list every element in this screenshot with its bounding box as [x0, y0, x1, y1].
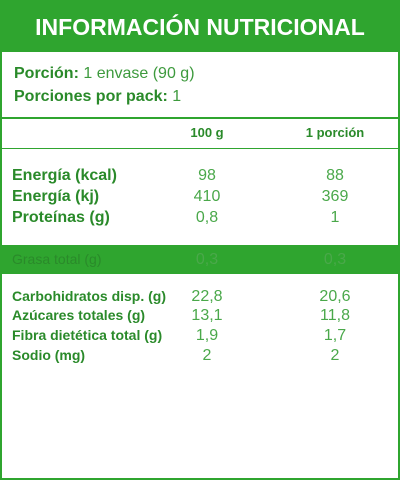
- column-header: 1 porción: [305, 125, 365, 140]
- row-label: Energía (kcal): [12, 167, 117, 184]
- row-value: 11,8: [320, 307, 350, 324]
- row-value: 1,7: [323, 327, 347, 344]
- row-label: Azúcares totales (g): [12, 307, 146, 323]
- row-value: 22,8: [191, 288, 223, 305]
- row-value: 2: [330, 347, 340, 364]
- row-value: 369: [321, 188, 349, 205]
- pack-value: 1: [172, 88, 182, 105]
- row-value: 410: [193, 188, 221, 205]
- row-value: 2: [202, 347, 212, 364]
- title: INFORMACIÓN NUTRICIONAL: [35, 14, 365, 40]
- row-value: 20,6: [319, 288, 351, 305]
- row-value: 98: [198, 167, 216, 184]
- column-header: 100 g: [190, 125, 224, 140]
- highlight-value: 0,3: [195, 251, 219, 268]
- row-label: Proteínas (g): [12, 209, 110, 226]
- row-value: 1,9: [195, 327, 219, 344]
- row-label: Sodio (mg): [12, 347, 86, 363]
- highlight-label: Grasa total (g): [12, 251, 102, 267]
- row-value: 0,8: [195, 209, 219, 226]
- divider: [2, 148, 398, 149]
- portion-label: Porción:: [14, 65, 79, 82]
- row-label: Energía (kj): [12, 188, 100, 205]
- header-bar: [2, 2, 398, 52]
- row-label: Fibra dietética total (g): [12, 327, 163, 343]
- row-label: Carbohidratos disp. (g): [12, 288, 166, 304]
- portion-value: 1 envase (90 g): [83, 65, 195, 82]
- divider: [2, 117, 398, 119]
- row-value: 88: [326, 167, 344, 184]
- highlight-band: [2, 245, 398, 274]
- portion-line: Porción: 1 envase (90 g): [14, 65, 195, 83]
- row-value: 13,1: [191, 307, 223, 324]
- pack-label: Porciones por pack:: [14, 88, 168, 105]
- highlight-value: 0,3: [323, 251, 347, 268]
- pack-line: Porciones por pack: 1: [14, 88, 181, 106]
- row-value: 1: [330, 209, 340, 226]
